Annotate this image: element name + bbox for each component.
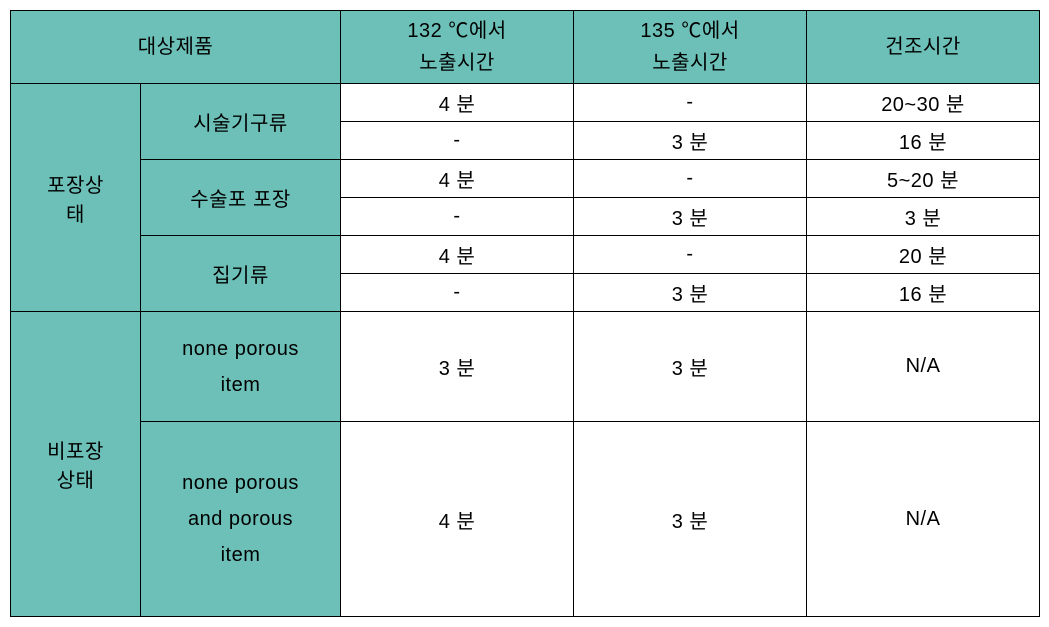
cell-c132: 3 분: [341, 312, 574, 422]
cell-c132: 4 분: [341, 236, 574, 274]
cell-c135: -: [574, 236, 807, 274]
cell-c132: -: [341, 274, 574, 312]
cell-c135: 3 분: [574, 422, 807, 617]
cell-dry: 16 분: [807, 274, 1040, 312]
cell-dry: N/A: [807, 312, 1040, 422]
item-surgical-drape: 수술포 포장: [141, 160, 341, 236]
cell-c132: 4 분: [341, 84, 574, 122]
cell-c132: 4 분: [341, 422, 574, 617]
cell-c135: 3 분: [574, 274, 807, 312]
header-target-product: 대상제품: [11, 11, 341, 84]
item-none-porous: none porousitem: [141, 312, 341, 422]
cell-c135: -: [574, 84, 807, 122]
group-unpacked-label: 비포장상태: [11, 312, 141, 617]
cell-c132: -: [341, 198, 574, 236]
cell-c135: 3 분: [574, 198, 807, 236]
cell-c135: 3 분: [574, 312, 807, 422]
item-utensils: 집기류: [141, 236, 341, 312]
cell-dry: 3 분: [807, 198, 1040, 236]
cell-dry: 16 분: [807, 122, 1040, 160]
cell-dry: N/A: [807, 422, 1040, 617]
cell-c135: 3 분: [574, 122, 807, 160]
header-drying-time: 건조시간: [807, 11, 1040, 84]
cell-c132: -: [341, 122, 574, 160]
cell-dry: 20~30 분: [807, 84, 1040, 122]
cell-c132: 4 분: [341, 160, 574, 198]
cell-dry: 20 분: [807, 236, 1040, 274]
header-exposure-135: 135 ℃에서노출시간: [574, 11, 807, 84]
cell-dry: 5~20 분: [807, 160, 1040, 198]
cell-c135: -: [574, 160, 807, 198]
item-surgical-instruments: 시술기구류: [141, 84, 341, 160]
group-packed-label: 포장상태: [11, 84, 141, 312]
item-none-porous-and-porous: none porousand porousitem: [141, 422, 341, 617]
header-exposure-132: 132 ℃에서노출시간: [341, 11, 574, 84]
sterilization-table: 대상제품 132 ℃에서노출시간 135 ℃에서노출시간 건조시간 포장상태 시…: [10, 10, 1040, 617]
